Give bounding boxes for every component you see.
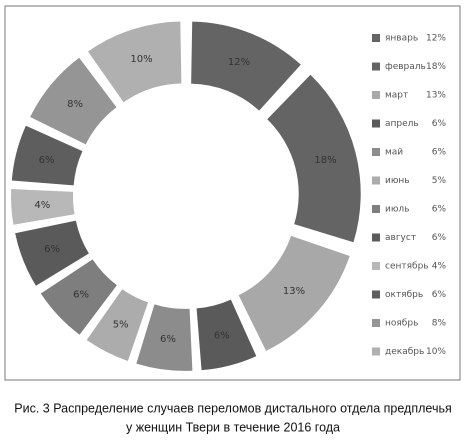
legend-value: 6% [432, 233, 447, 243]
data-label: 6% [160, 334, 176, 345]
donut-segment [88, 21, 182, 103]
legend-label: апрель [385, 119, 419, 129]
legend-label: май [385, 148, 403, 158]
donut-segment [238, 235, 350, 351]
legend-value: 6% [432, 205, 447, 215]
donut-segment [136, 304, 193, 371]
donut-segment [11, 125, 83, 186]
donut-segment [191, 21, 301, 111]
data-label: 8% [67, 99, 83, 110]
legend-value: 12% [426, 34, 446, 44]
data-label: 6% [214, 330, 230, 341]
donut-segment [196, 299, 257, 371]
legend-value: 5% [432, 176, 447, 186]
caption-line: Рис. 3 Распределение случаев переломов д… [14, 401, 451, 415]
legend-label: февраль [385, 62, 426, 72]
legend-swatch [372, 176, 380, 185]
legend-value: 10% [426, 347, 446, 357]
donut-segment [40, 259, 117, 335]
legend-swatch [372, 34, 380, 42]
legend-swatch [372, 119, 380, 128]
data-label: 6% [39, 155, 55, 166]
data-label: 18% [314, 155, 336, 166]
legend-label: январь [385, 34, 418, 44]
legend-swatch [372, 62, 380, 71]
data-label: 6% [44, 244, 60, 255]
donut-segment [267, 74, 361, 243]
legend-swatch [372, 347, 380, 356]
legend-value: 8% [432, 319, 447, 329]
data-label: 5% [113, 319, 129, 330]
legend-swatch [372, 262, 380, 270]
legend-swatch [372, 319, 380, 327]
legend-label: декабрь [385, 347, 424, 357]
donut-segment [30, 57, 117, 145]
legend-swatch [372, 205, 380, 213]
data-label: 13% [283, 286, 305, 297]
legend-value: 4% [432, 262, 447, 272]
donut-segment [15, 220, 89, 286]
legend-swatch [372, 233, 380, 242]
legend-label: ноябрь [385, 319, 418, 329]
legend-label: сентябрь [385, 262, 429, 272]
data-label: 4% [34, 200, 50, 211]
legend-swatch [372, 148, 380, 156]
data-label: 12% [228, 57, 250, 68]
donut-segment [86, 289, 149, 361]
data-label: 6% [73, 290, 89, 301]
caption-line: у женщин Твери в течение 2016 года [126, 420, 340, 434]
legend-swatch [372, 91, 380, 99]
legend-label: октябрь [385, 290, 423, 300]
legend-value: 6% [432, 148, 447, 158]
legend-label: март [385, 91, 408, 101]
legend-value: 13% [426, 91, 446, 101]
legend-label: июнь [385, 176, 410, 186]
legend-value: 6% [432, 119, 447, 129]
legend-value: 6% [432, 290, 447, 300]
legend-value: 18% [426, 62, 446, 72]
donut-segment [11, 189, 75, 225]
legend-label: август [385, 233, 416, 243]
legend-label: июль [385, 205, 409, 215]
data-label: 10% [130, 54, 152, 65]
legend-swatch [372, 290, 380, 299]
